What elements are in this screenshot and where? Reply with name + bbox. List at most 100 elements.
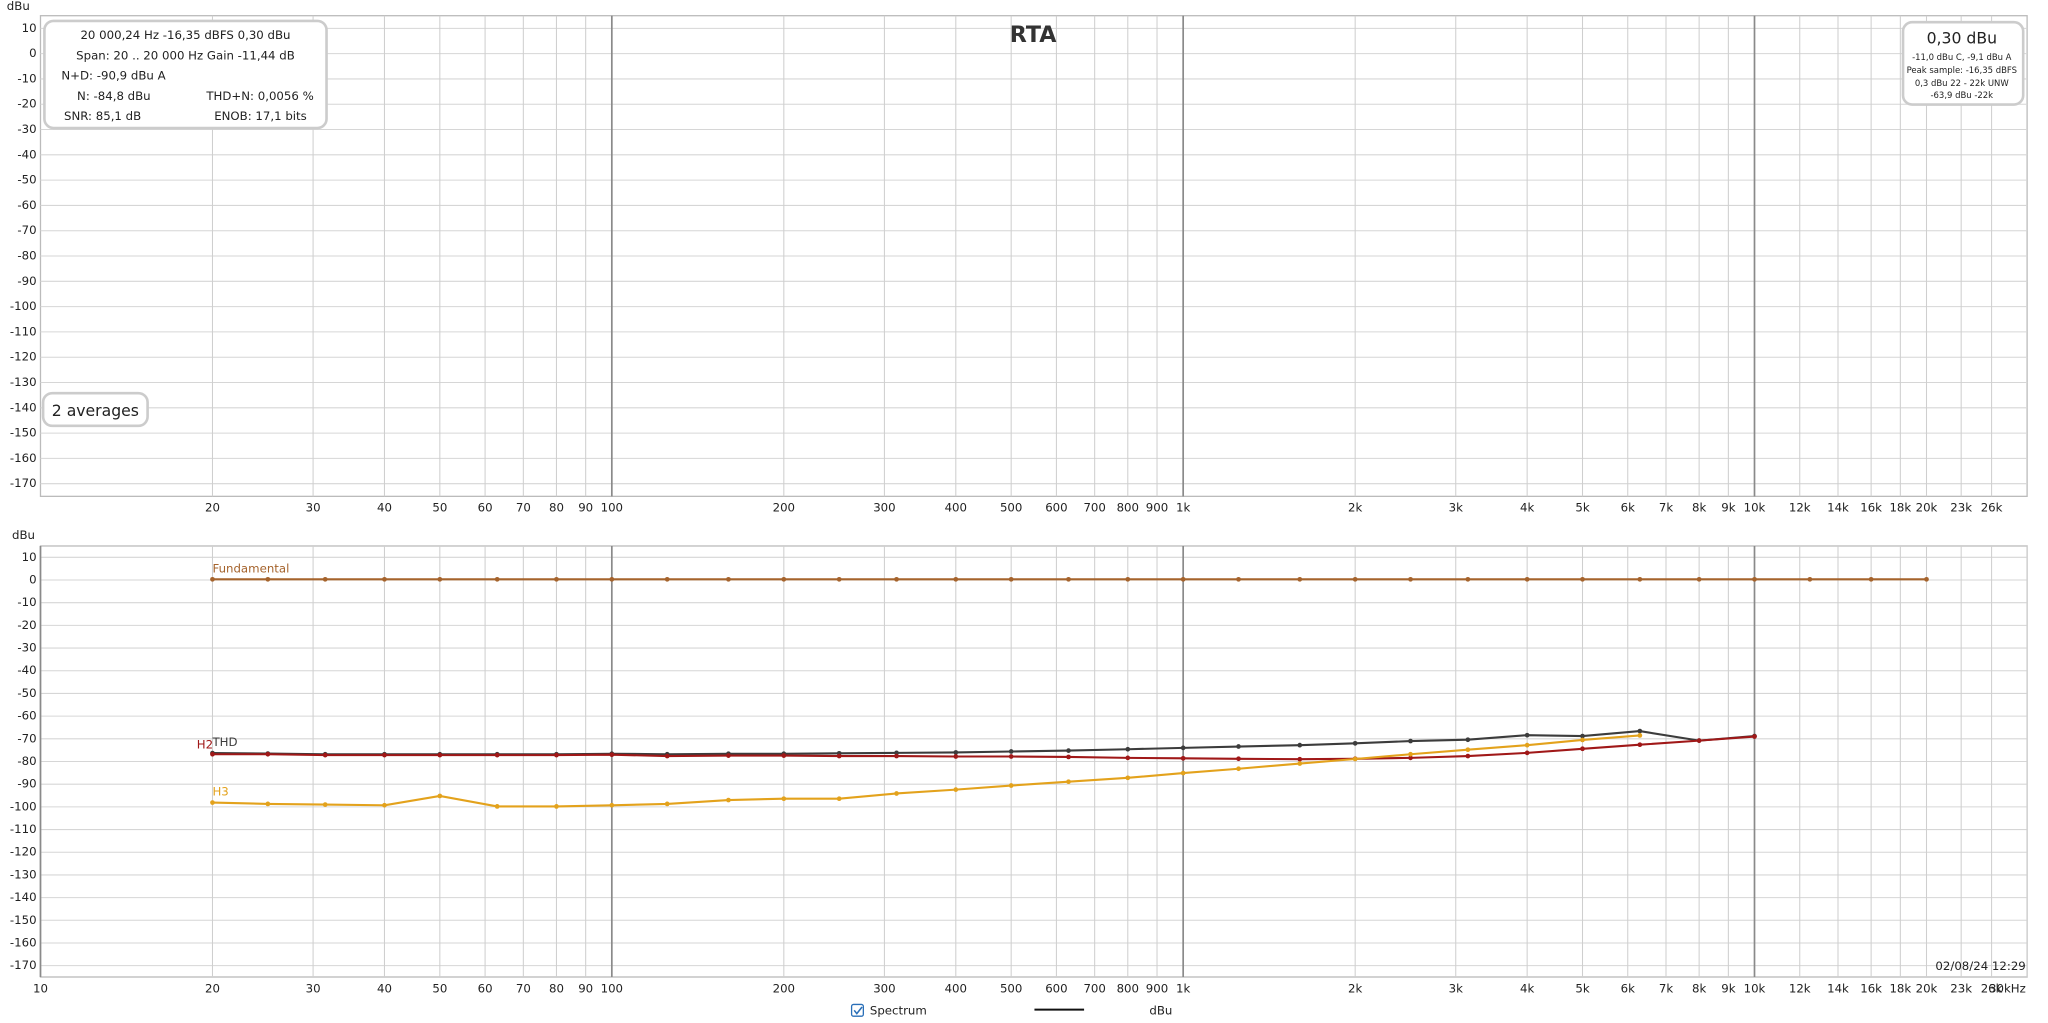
x-tick-label: 20: [205, 501, 220, 515]
y-tick-label: -10: [17, 595, 36, 609]
data-point: [1408, 751, 1413, 757]
y-tick-label: -20: [17, 97, 36, 111]
info-line: N: -84,8 dBu: [77, 89, 151, 103]
y-tick-label: -160: [10, 451, 37, 465]
y-tick-label: -30: [17, 122, 36, 136]
data-point: [265, 751, 271, 757]
data-point: [664, 753, 670, 759]
info-line: 20 000,24 Hz -16,35 dBFS 0,30 dBu: [80, 28, 290, 42]
y-tick-label: -20: [17, 618, 36, 632]
x-tick-label: 20: [205, 981, 220, 995]
data-point: [1352, 756, 1358, 762]
x-tick-label: 90: [578, 501, 593, 515]
data-point: [1352, 576, 1358, 582]
x-tick-label: 200: [773, 501, 795, 515]
level-line: Peak sample: -16,35 dBFS: [1907, 65, 2017, 75]
y-tick-label: -110: [10, 822, 37, 836]
x-tick-label: 50: [432, 501, 447, 515]
y-tick-label: -100: [10, 299, 37, 313]
data-point: [1180, 770, 1186, 776]
x-tick-label: 2k: [1348, 981, 1362, 995]
averages-box: [41, 391, 149, 428]
y-tick-label: 0: [29, 46, 36, 60]
info-line: SNR: 85,1 dB: [64, 109, 141, 123]
x-tick-label: 18k: [1889, 981, 1911, 995]
data-point: [1580, 733, 1585, 739]
y-tick-label: -150: [10, 913, 37, 927]
series-label: Fundamental: [212, 561, 289, 575]
data-point: [1637, 742, 1643, 748]
data-point: [664, 576, 670, 582]
series-label: H3: [212, 785, 228, 799]
data-point: [1066, 779, 1071, 785]
data-point: [1465, 747, 1471, 753]
y-tick-label: -170: [10, 958, 37, 972]
x-tick-label: 7k: [1659, 501, 1673, 515]
x-tick-label: 50: [432, 981, 447, 995]
y-tick-label: -30: [17, 641, 36, 655]
data-point: [1297, 742, 1303, 748]
data-point: [1125, 576, 1131, 582]
level-value: 0,30 dBu: [1927, 29, 1997, 48]
y-tick-label: 0: [29, 573, 36, 587]
data-point: [437, 793, 443, 799]
x-tick-label: 500: [1000, 981, 1022, 995]
x-tick-label: 14k: [1827, 501, 1849, 515]
data-point: [1580, 576, 1585, 582]
x-tick-label: 16k: [1860, 981, 1882, 995]
data-point: [953, 576, 959, 582]
x-tick-label: 800: [1117, 501, 1139, 515]
data-point: [894, 576, 899, 582]
legend-label[interactable]: Spectrum: [870, 1003, 927, 1017]
y-tick-label: -100: [10, 799, 37, 813]
x-tick-label: 40: [377, 501, 392, 515]
x-tick-label: 40: [377, 981, 392, 995]
y-axis-label: dBu: [7, 0, 30, 13]
checkmark: [853, 1006, 863, 1015]
legend-unit: dBu: [1149, 1003, 1172, 1017]
level-box: [1901, 20, 2025, 106]
x-tick-label: 300: [873, 981, 895, 995]
data-point: [1696, 576, 1702, 582]
y-tick-label: -130: [10, 867, 37, 881]
x-tick-label: 20k: [1916, 981, 1938, 995]
y-tick-label: -120: [10, 350, 37, 364]
y-tick-label: -90: [17, 777, 36, 791]
x-tick-label: 12k: [1789, 501, 1811, 515]
data-point: [609, 576, 615, 582]
data-point: [1580, 746, 1585, 752]
series-label: H2: [197, 738, 213, 752]
x-tick-label: 80: [549, 981, 564, 995]
checkbox[interactable]: [850, 1003, 864, 1017]
data-point: [1408, 738, 1413, 744]
data-point: [1066, 748, 1071, 753]
y-tick-label: -40: [17, 147, 36, 161]
data-point: [1066, 576, 1071, 582]
data-point: [1465, 576, 1471, 582]
data-point: [894, 791, 899, 796]
y-tick-label: 10: [22, 21, 37, 35]
x-tick-label: 10k: [1744, 501, 1766, 515]
data-point: [322, 752, 328, 758]
data-point: [664, 801, 670, 807]
data-point: [437, 576, 443, 582]
data-point: [1580, 737, 1585, 743]
data-point: [1008, 783, 1014, 788]
chart: dBu100-10-20-30-40-50-60-70-80-90-100-11…: [7, 0, 2028, 515]
data-point: [1180, 576, 1186, 582]
x-tick-label: 600: [1045, 981, 1067, 995]
series-line: [212, 734, 1640, 808]
x-tick-label: 5k: [1575, 501, 1589, 515]
x-tick-label: 700: [1083, 501, 1105, 515]
y-tick-label: -10: [17, 71, 36, 85]
data-point: [265, 576, 271, 582]
y-tick-label: -150: [10, 426, 37, 440]
data-point: [494, 752, 500, 758]
x-tick-label: 23k: [1950, 501, 1972, 515]
data-point: [1408, 576, 1413, 582]
x-tick-label: 9k: [1721, 981, 1735, 995]
x-tick-label: 100: [601, 501, 623, 515]
data-point: [1637, 576, 1643, 582]
x-tick-label: 8k: [1692, 501, 1706, 515]
y-tick-label: -50: [17, 686, 36, 700]
